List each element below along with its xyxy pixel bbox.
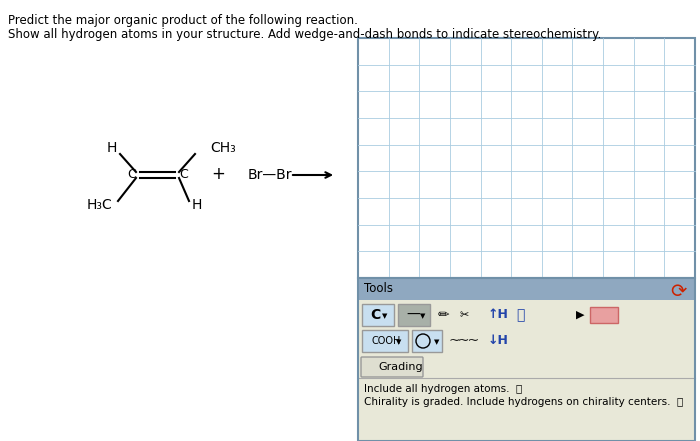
Text: ⟳: ⟳: [671, 282, 687, 301]
Bar: [398, 304, 430, 326]
Text: Tools: Tools: [364, 282, 393, 295]
Text: ✂: ✂: [460, 310, 470, 320]
Bar: [362, 304, 394, 326]
Text: Show all hydrogen atoms in your structure. Add wedge-and-dash bonds to indicate : Show all hydrogen atoms in your structur…: [8, 28, 601, 41]
FancyBboxPatch shape: [361, 357, 423, 377]
Text: C: C: [370, 308, 380, 322]
Text: ▼: ▼: [382, 313, 387, 319]
Text: Include all hydrogen atoms.  🔵: Include all hydrogen atoms. 🔵: [364, 384, 522, 394]
Text: +: +: [211, 165, 225, 183]
Text: Grading: Grading: [378, 362, 423, 372]
Bar: [358, 278, 695, 441]
Text: ↑H: ↑H: [488, 309, 509, 321]
Text: H: H: [192, 198, 202, 212]
Text: Br—Br: Br—Br: [248, 168, 293, 182]
Text: ▶: ▶: [576, 310, 584, 320]
Bar: [412, 330, 442, 352]
Text: ▼: ▼: [434, 339, 440, 345]
Text: C: C: [179, 168, 188, 182]
Text: C: C: [127, 168, 136, 182]
Bar: [358, 300, 695, 441]
Text: COOH: COOH: [372, 336, 401, 346]
Bar: [358, 278, 695, 300]
Text: ⁓⁓⁓: ⁓⁓⁓: [450, 336, 480, 346]
Bar: [362, 330, 408, 352]
Text: H: H: [107, 141, 117, 155]
Text: ▼: ▼: [420, 313, 426, 319]
Bar: [358, 38, 695, 278]
Text: ✏: ✏: [438, 308, 449, 322]
Text: ⌒: ⌒: [516, 308, 524, 322]
Text: Predict the major organic product of the following reaction.: Predict the major organic product of the…: [8, 14, 358, 27]
Text: ▼: ▼: [396, 339, 401, 345]
Text: CH₃: CH₃: [210, 141, 236, 155]
Text: ↓H: ↓H: [488, 335, 509, 348]
Text: H₃C: H₃C: [87, 198, 113, 212]
Text: —: —: [406, 308, 420, 322]
Text: Chirality is graded. Include hydrogens on chirality centers.  🔵: Chirality is graded. Include hydrogens o…: [364, 397, 683, 407]
Bar: [590, 307, 618, 323]
